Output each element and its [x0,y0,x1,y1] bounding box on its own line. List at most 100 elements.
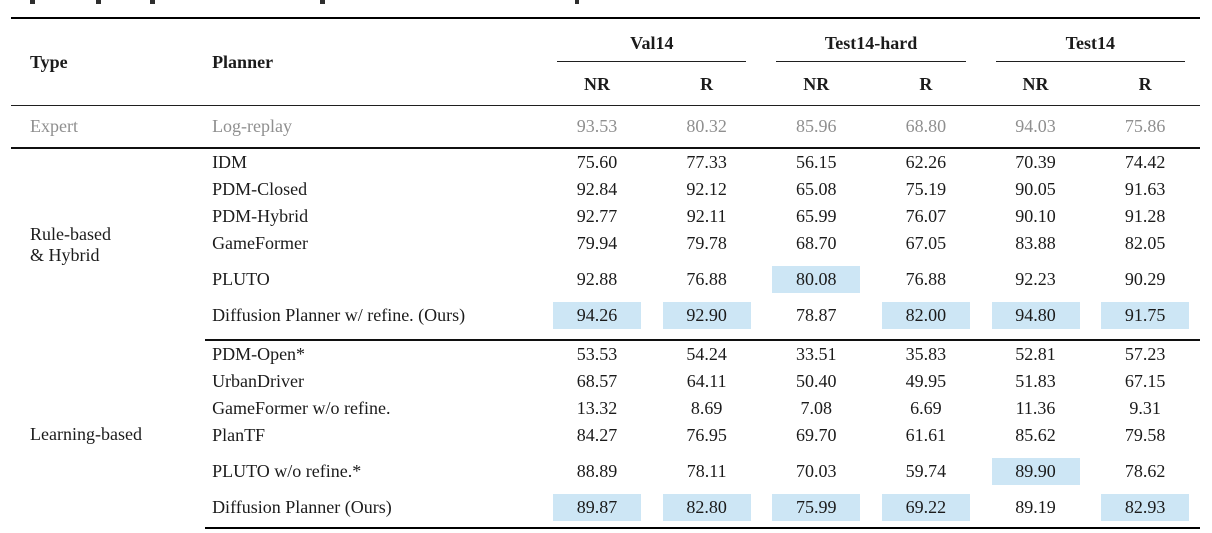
value-cell: 11.36 [1015,398,1056,418]
value-cell: 76.88 [905,269,947,289]
value-cell: 94.26 [542,293,652,341]
table-row: PDM-Closed 92.84 92.12 65.08 75.19 90.05… [11,176,1200,203]
value-cell: 33.51 [796,344,837,364]
value-cell: 76.07 [905,206,947,226]
value-cell: 9.31 [1129,398,1161,418]
value-cell: 88.89 [576,461,618,481]
value-cell: 92.23 [1015,269,1056,289]
col-header-r: R [1090,63,1200,106]
group-label: Test14-hard [824,33,918,53]
col-header-nr: NR [542,63,652,106]
group-underline [557,61,747,62]
planner-cell: PDM-Closed [212,179,308,199]
results-table: Type Planner Val14 Test14-hard Test14 NR… [11,17,1200,529]
table-row: PLUTO 92.88 76.88 80.08 76.88 92.23 90.2… [11,257,1200,293]
table-row: UrbanDriver 68.57 64.11 50.40 49.95 51.8… [11,368,1200,395]
value-cell: 92.90 [651,293,762,341]
value-cell: 78.11 [686,461,727,481]
value-cell: 35.83 [905,344,947,364]
table-row: GameFormer 79.94 79.78 68.70 67.05 83.88… [11,230,1200,257]
value-cell: 70.03 [796,461,837,481]
col-header-r: R [871,63,981,106]
col-header-planner: Planner [205,18,543,106]
col-group-test14: Test14 [981,18,1200,63]
col-header-r: R [651,63,762,106]
cropped-text-fragment [150,0,155,4]
table-row: Learning-based PDM-Open* 53.53 54.24 33.… [11,340,1200,444]
value-cell: 90.29 [1124,269,1166,289]
value-cell: 59.74 [905,461,947,481]
value-cell: 78.62 [1124,461,1166,481]
col-header-type: Type [11,18,206,106]
header-row-metrics: NR R NR R NR R [11,63,1200,106]
planner-cell: Diffusion Planner (Ours) [205,485,543,529]
value-cell: 67.05 [905,233,947,253]
type-label-line: Learning-based [30,423,142,444]
type-cell-learning-based: Learning-based [11,340,205,528]
type-label-line: & Hybrid [30,244,100,265]
table-row-ours-refine: Diffusion Planner w/ refine. (Ours) 94.2… [11,293,1200,341]
value-cell: 92.84 [576,179,618,199]
table-row: PlanTF 84.27 76.95 69.70 61.61 85.62 79.… [11,422,1200,449]
value-cell: 85.96 [761,105,872,149]
value-cell: 75.86 [1090,105,1200,149]
value-cell: 77.33 [686,152,727,172]
value-cell: 68.80 [871,105,981,149]
group-label: Val14 [630,33,674,53]
value-cell: 84.27 [576,425,618,445]
group-underline [995,61,1185,62]
value-cell: 64.11 [686,371,727,391]
value-cell: 68.57 [576,371,618,391]
value-cell: 54.24 [686,344,727,364]
cropped-text-fragment [320,0,325,4]
planner-cell: GameFormer [212,233,309,253]
value-cell: 76.95 [686,425,727,445]
value-cell: 68.70 [796,233,837,253]
planner-cell: PDM-Open* [212,344,306,364]
group-underline [776,61,966,62]
value-cell: 7.08 [800,398,833,418]
planner-cell: UrbanDriver [212,371,305,391]
value-cell: 49.95 [905,371,947,391]
value-cell: 6.69 [910,398,942,418]
value-cell: 91.63 [1124,179,1166,199]
type-cell-rule-based: Rule-based & Hybrid [11,148,205,340]
table-row: PDM-Hybrid 92.77 92.11 65.99 76.07 90.10… [11,203,1200,230]
value-cell: 89.90 [981,449,1091,485]
value-cell: 89.87 [542,485,652,529]
value-cell: 92.12 [686,179,727,199]
table-row-expert: Expert Log-replay 93.53 80.32 85.96 68.8… [11,105,1200,149]
table-row: GameFormer w/o refine. 13.32 8.69 7.08 6… [11,395,1200,422]
value-cell: 50.40 [796,371,837,391]
value-cell: 94.03 [980,105,1091,149]
value-cell: 79.94 [576,233,618,253]
value-cell: 56.15 [796,152,837,172]
value-cell: 51.83 [1015,371,1056,391]
value-cell: 75.19 [905,179,947,199]
value-cell: 70.39 [1015,152,1056,172]
value-cell: 92.77 [576,206,618,226]
table-row: PLUTO w/o refine.* 88.89 78.11 70.03 59.… [11,449,1200,485]
value-cell: 74.42 [1124,152,1166,172]
value-cell: 69.22 [871,485,981,529]
cropped-text-fragment [575,0,579,4]
planner-cell: PlanTF [212,425,266,445]
value-cell: 52.81 [1015,344,1056,364]
value-cell: 85.62 [1015,425,1056,445]
planner-cell: Diffusion Planner w/ refine. (Ours) [205,293,543,341]
planner-cell: GameFormer w/o refine. [212,398,391,418]
value-cell: 67.15 [1124,371,1166,391]
value-cell: 91.75 [1090,293,1200,341]
value-cell: 78.87 [761,293,872,341]
value-cell: 69.70 [796,425,837,445]
value-cell: 53.53 [576,344,618,364]
value-cell: 79.78 [686,233,727,253]
planner-cell: PLUTO w/o refine.* [212,461,362,481]
value-cell: 91.28 [1124,206,1166,226]
value-cell: 57.23 [1124,344,1166,364]
value-cell: 80.32 [651,105,762,149]
value-cell: 94.80 [980,293,1091,341]
value-cell: 65.08 [796,179,837,199]
value-cell: 89.19 [980,485,1091,529]
value-cell: 79.58 [1124,425,1166,445]
